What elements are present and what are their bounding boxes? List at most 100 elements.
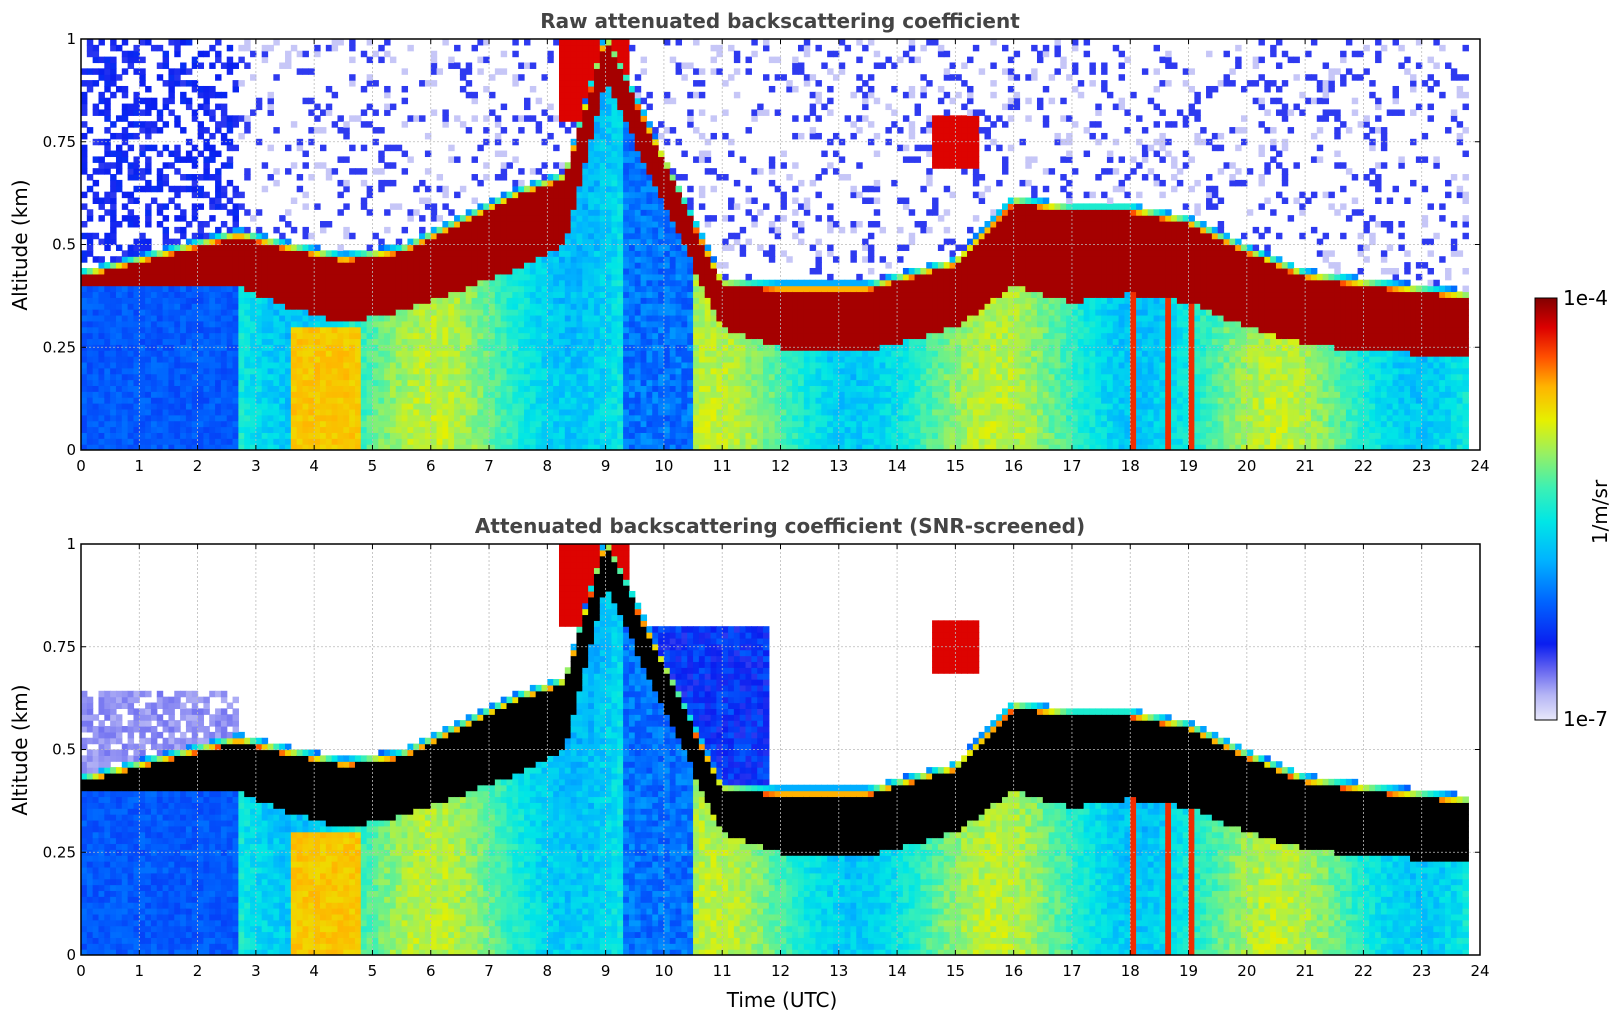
heatmap-cell: [232, 367, 239, 375]
heatmap-cell: [197, 91, 205, 99]
heatmap-cell: [354, 432, 362, 439]
heatmap-cell: [442, 303, 449, 310]
heatmap-cell: [244, 121, 251, 128]
heatmap-cell: [593, 267, 601, 275]
heatmap-cell: [168, 397, 175, 404]
heatmap-cell: [436, 391, 444, 398]
heatmap-cell: [395, 426, 403, 433]
heatmap-cell: [570, 221, 578, 228]
heatmap-cell: [611, 179, 618, 187]
heatmap-cell: [121, 332, 129, 340]
heatmap-cell: [646, 350, 653, 357]
heatmap-cell: [168, 80, 175, 87]
heatmap-cell: [599, 444, 607, 450]
heatmap-cell: [296, 297, 304, 304]
heatmap-cell: [535, 97, 543, 105]
heatmap-cell: [430, 332, 438, 340]
heatmap-cell: [652, 197, 659, 204]
heatmap-cell: [407, 297, 414, 304]
heatmap-cell: [139, 444, 146, 450]
heatmap-cell: [238, 326, 245, 334]
heatmap-cell: [121, 127, 129, 134]
heatmap-cell: [442, 185, 449, 193]
heatmap-cell: [477, 267, 484, 275]
heatmap-cell: [121, 403, 129, 410]
heatmap-cell: [395, 273, 403, 281]
heatmap-cell: [354, 250, 362, 257]
heatmap-cell: [197, 85, 205, 93]
heatmap-cell: [442, 403, 449, 410]
heatmap-cell: [110, 262, 117, 269]
heatmap-cell: [558, 326, 566, 334]
heatmap-cell: [634, 414, 642, 422]
heatmap-cell: [343, 420, 350, 428]
heatmap-cell: [127, 367, 135, 375]
heatmap-cell: [320, 262, 327, 269]
heatmap-cell: [139, 432, 146, 439]
heatmap-cell: [308, 444, 315, 450]
heatmap-cell: [314, 250, 321, 257]
heatmap-cell: [518, 209, 525, 216]
heatmap-cell: [285, 391, 292, 398]
heatmap-cell: [570, 185, 578, 193]
heatmap-cell: [500, 391, 508, 398]
heatmap-cell: [337, 426, 344, 433]
heatmap-cell: [232, 209, 239, 216]
heatmap-cell: [180, 420, 187, 428]
heatmap-cell: [92, 44, 100, 52]
heatmap-cell: [500, 285, 508, 293]
heatmap-cell: [553, 273, 560, 281]
heatmap-cell: [331, 44, 339, 52]
heatmap-cell: [115, 391, 123, 398]
heatmap-cell: [325, 403, 333, 410]
heatmap-cell: [611, 338, 618, 345]
heatmap-cell: [518, 168, 525, 175]
heatmap-cell: [494, 256, 502, 263]
heatmap-cell: [325, 361, 333, 369]
heatmap-cell: [605, 68, 613, 75]
heatmap-cell: [582, 256, 589, 263]
heatmap-cell: [244, 115, 251, 122]
heatmap-cell: [582, 432, 589, 439]
heatmap-cell: [652, 320, 659, 328]
heatmap-cell: [500, 279, 508, 287]
heatmap-cell: [558, 444, 566, 450]
heatmap-cell: [81, 144, 88, 152]
heatmap-cell: [115, 162, 123, 169]
heatmap-cell: [576, 132, 583, 140]
heatmap-cell: [203, 244, 210, 251]
heatmap-cell: [459, 297, 467, 304]
heatmap-cell: [121, 408, 129, 416]
heatmap-cell: [115, 168, 123, 175]
heatmap-cell: [553, 385, 560, 392]
heatmap-cell: [174, 385, 181, 392]
heatmap-cell: [203, 391, 210, 398]
heatmap-cell: [424, 273, 432, 281]
heatmap-cell: [576, 168, 583, 175]
heatmap-cell: [215, 226, 222, 234]
heatmap-cell: [401, 262, 409, 269]
heatmap-cell: [535, 256, 543, 263]
heatmap-cell: [220, 232, 228, 240]
heatmap-cell: [320, 438, 327, 445]
heatmap-cell: [634, 279, 642, 287]
heatmap-cell: [582, 97, 589, 105]
heatmap-cell: [646, 438, 653, 445]
heatmap-cell: [191, 426, 199, 433]
heatmap-cell: [582, 361, 589, 369]
heatmap-cell: [465, 320, 473, 328]
heatmap-cell: [238, 379, 245, 387]
heatmap-cell: [267, 91, 274, 99]
heatmap-cell: [477, 420, 484, 428]
heatmap-cell: [389, 314, 397, 322]
heatmap-cell: [86, 332, 94, 340]
heatmap-cell: [582, 414, 589, 422]
heatmap-cell: [302, 244, 309, 251]
heatmap-cell: [384, 267, 391, 275]
heatmap-cell: [570, 403, 578, 410]
heatmap-cell: [145, 85, 152, 93]
heatmap-cell: [407, 209, 414, 216]
heatmap-cell: [150, 250, 158, 257]
heatmap-cell: [156, 267, 164, 275]
